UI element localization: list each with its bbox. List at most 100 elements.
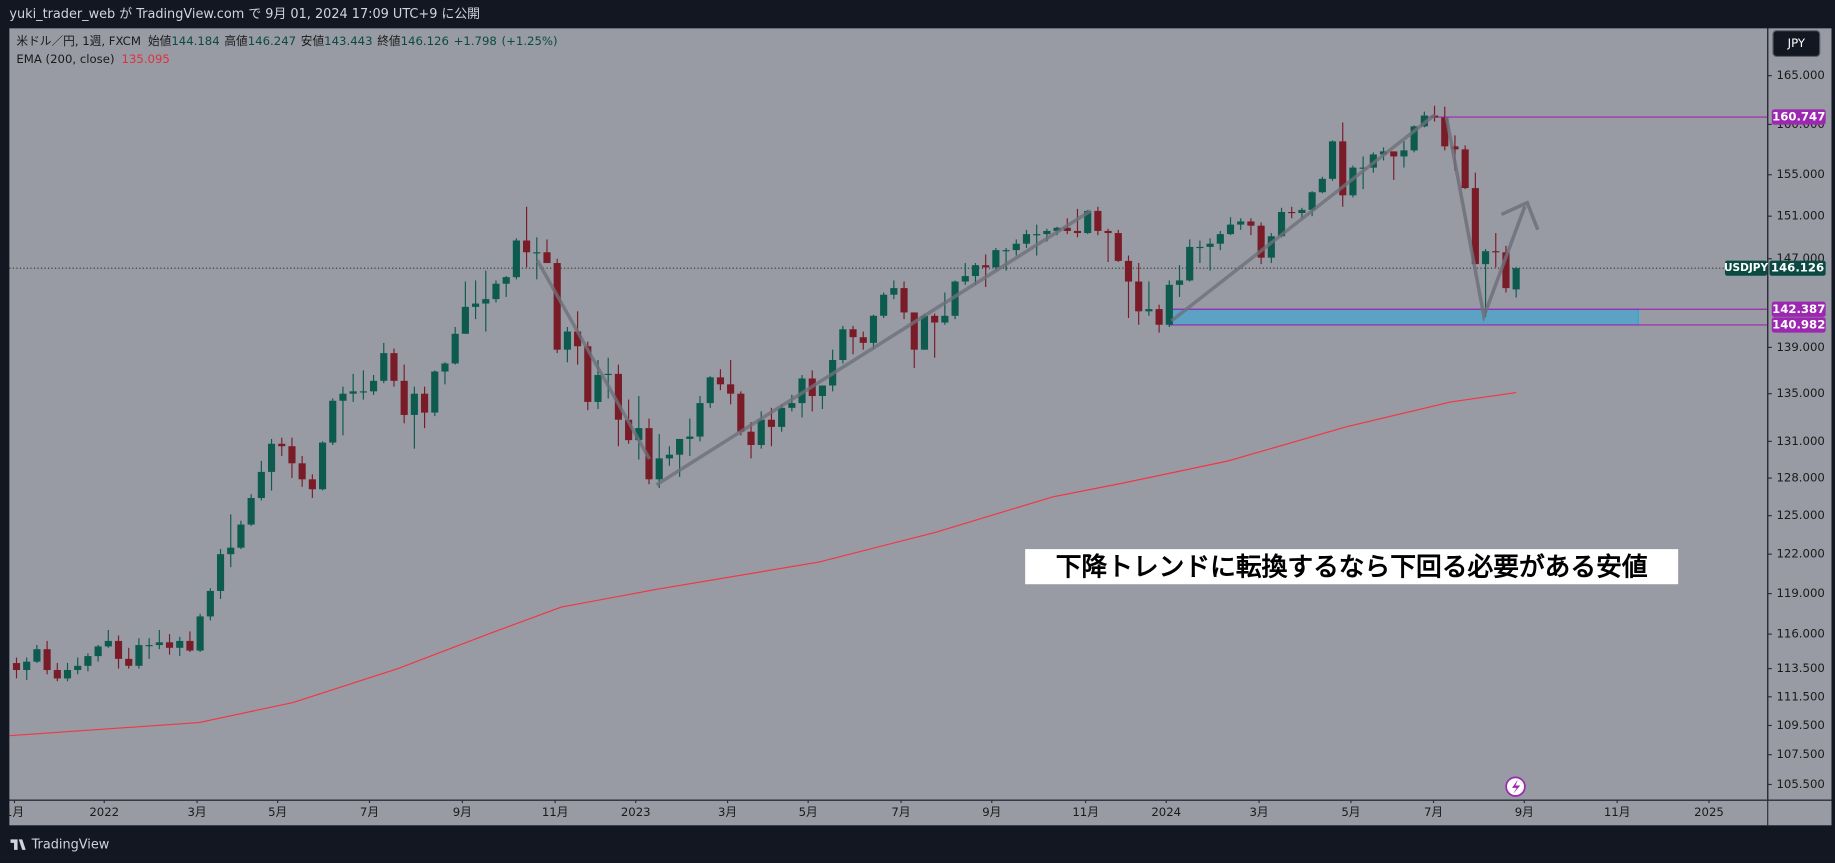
level-label: 140.982 bbox=[1772, 317, 1825, 331]
candle-body bbox=[390, 353, 398, 381]
candle-body bbox=[951, 281, 959, 316]
y-tick-label: 135.000 bbox=[1776, 386, 1824, 400]
x-tick-label: 7月 bbox=[360, 805, 379, 819]
candle-body bbox=[441, 363, 449, 372]
candle-body bbox=[1053, 227, 1061, 231]
candle-body bbox=[1114, 233, 1122, 261]
candle-body bbox=[196, 616, 204, 651]
candle-body bbox=[318, 442, 327, 490]
candle-body bbox=[94, 646, 102, 657]
candle-body bbox=[512, 240, 520, 278]
x-tick-label: 9月 bbox=[1515, 805, 1534, 819]
x-tick-label: 3月 bbox=[1250, 805, 1269, 819]
x-tick-label: 5月 bbox=[799, 805, 818, 819]
candle-body bbox=[145, 645, 153, 647]
y-tick-label: 107.500 bbox=[1776, 747, 1824, 761]
symbol: 米ドル／円, 1週, FXCM bbox=[16, 34, 141, 48]
candle-body bbox=[747, 431, 755, 445]
x-tick-label: 2023 bbox=[621, 805, 651, 819]
candle-body bbox=[349, 391, 357, 394]
candle-body bbox=[655, 458, 663, 480]
candle-body bbox=[1471, 188, 1479, 265]
y-tick-label: 139.000 bbox=[1776, 340, 1824, 354]
symbol-label-box bbox=[1724, 260, 1768, 276]
x-tick-label: 5月 bbox=[1341, 805, 1360, 819]
candle-body bbox=[1043, 230, 1051, 235]
candle-body bbox=[421, 393, 429, 413]
candle-body bbox=[186, 640, 194, 651]
candle-body bbox=[696, 403, 704, 437]
candle-body bbox=[1441, 117, 1449, 147]
candle-body bbox=[1359, 167, 1367, 169]
y-tick-label: 122.000 bbox=[1776, 547, 1824, 561]
candle-body bbox=[237, 524, 245, 548]
candle-body bbox=[992, 250, 1000, 268]
candle-body bbox=[1216, 234, 1224, 244]
candle-body bbox=[1002, 250, 1010, 252]
candle-body bbox=[63, 670, 72, 679]
x-tick-label: 2022 bbox=[89, 805, 119, 819]
candle-body bbox=[880, 294, 888, 316]
candle-body bbox=[604, 373, 612, 376]
last-price-label: 146.126 bbox=[1771, 261, 1824, 275]
plot-area bbox=[9, 28, 1768, 800]
candle-body bbox=[1186, 246, 1194, 281]
candle-body bbox=[1145, 309, 1153, 312]
candle-body bbox=[645, 428, 653, 480]
candle-body bbox=[1410, 126, 1418, 151]
candle-body bbox=[1247, 221, 1255, 226]
candle-body bbox=[380, 353, 388, 381]
currency-button[interactable] bbox=[1772, 30, 1821, 58]
candle-body bbox=[1206, 243, 1214, 247]
brand-logo bbox=[10, 839, 26, 850]
candle-body bbox=[135, 645, 143, 666]
candle-body bbox=[900, 288, 908, 313]
x-tick-label: 11月 bbox=[542, 805, 569, 819]
y-tick-label: 131.000 bbox=[1776, 434, 1824, 448]
y-tick-label: 125.000 bbox=[1776, 508, 1824, 522]
symbol-label: USDJPY bbox=[1724, 262, 1768, 274]
drawings bbox=[535, 113, 1540, 487]
candle-body bbox=[1165, 284, 1173, 325]
annotation-box bbox=[1025, 549, 1679, 585]
candle-body bbox=[1073, 230, 1082, 234]
x-tick-label: 3月 bbox=[718, 805, 737, 819]
candle-body bbox=[492, 283, 500, 300]
candle-body bbox=[125, 658, 133, 666]
level-label: 160.747 bbox=[1772, 110, 1825, 124]
candle-body bbox=[308, 479, 316, 490]
candle-body bbox=[1175, 280, 1184, 285]
candle-body bbox=[1451, 146, 1459, 150]
candle-body bbox=[176, 640, 184, 648]
ohlc-value: 143.443 bbox=[324, 34, 372, 48]
candle-body bbox=[1104, 230, 1112, 234]
ohlc-label: 終値 bbox=[377, 34, 401, 48]
candle-body bbox=[1298, 209, 1306, 214]
candle-body bbox=[1135, 281, 1143, 312]
candle-body bbox=[1094, 210, 1102, 231]
candle-body bbox=[716, 377, 724, 385]
level-label-box bbox=[1771, 317, 1826, 333]
y-tick-label: 105.500 bbox=[1776, 777, 1824, 791]
change: +1.798 bbox=[454, 34, 497, 48]
candle-body bbox=[104, 640, 112, 647]
candle-body bbox=[329, 400, 337, 443]
candle-body bbox=[727, 384, 735, 394]
candle-body bbox=[1308, 192, 1316, 210]
candle-body bbox=[788, 403, 796, 408]
candle-body bbox=[1226, 224, 1235, 235]
annotation: 下降トレンドに転換するなら下回る必要がある安値 bbox=[1056, 551, 1648, 582]
candle-body bbox=[43, 649, 51, 671]
candle-body bbox=[798, 378, 806, 404]
legend-ema: EMA (200, close) 135.095 bbox=[16, 51, 170, 65]
candle-body bbox=[482, 299, 490, 304]
ema-line bbox=[9, 391, 1517, 737]
candle-body bbox=[849, 329, 857, 338]
candle-body bbox=[767, 419, 776, 427]
candle-body bbox=[706, 377, 714, 404]
candle-body bbox=[818, 385, 827, 397]
candle-body bbox=[778, 407, 786, 427]
candle-body bbox=[1481, 251, 1490, 265]
candle-body bbox=[33, 649, 41, 662]
